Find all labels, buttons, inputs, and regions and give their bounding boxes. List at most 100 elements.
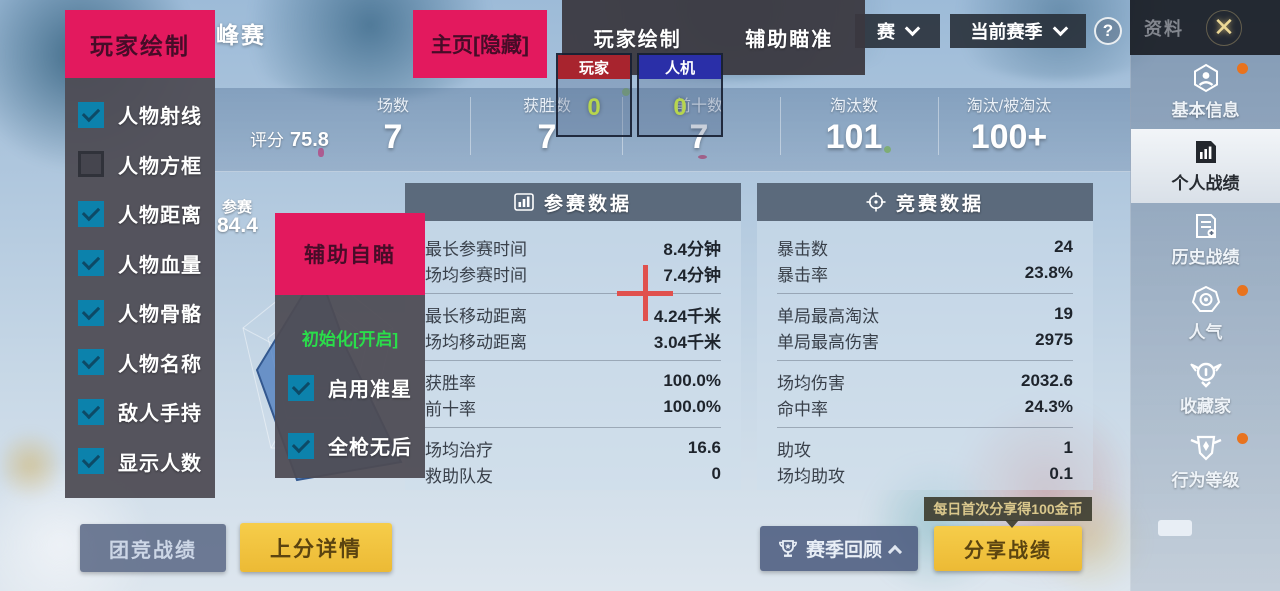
sidebar-item-personal-stats[interactable]: 个人战绩 — [1131, 129, 1280, 203]
notification-dot — [1237, 63, 1248, 74]
overlay-home-button[interactable]: 主页[隐藏] — [413, 10, 547, 78]
player-draw-panel: 人物射线 人物方框 人物距离 人物血量 人物骨骼 人物名称 敌人手持 显示人数 — [65, 78, 215, 498]
home-button-label: 主页[隐藏] — [431, 34, 529, 57]
checkbox[interactable] — [288, 432, 314, 459]
stat-value: 7 — [383, 118, 403, 156]
season-review-button[interactable]: 赛季回顾 — [760, 526, 918, 571]
option-esp-count[interactable]: 显示人数 — [65, 447, 215, 476]
notification-dot — [1237, 285, 1248, 296]
row-value: 24.3% — [1024, 397, 1073, 416]
row-label: 助攻 — [777, 440, 811, 460]
row-label: 最长参赛时间 — [425, 239, 527, 259]
row-value: 19 — [1054, 304, 1073, 323]
checkbox[interactable] — [288, 374, 314, 401]
sidebar-item-conduct[interactable]: 行为等级 — [1131, 425, 1280, 499]
checkbox[interactable] — [78, 101, 104, 128]
row-label: 场均移动距离 — [425, 332, 527, 352]
stat-row: 暴击率 23.8% — [777, 260, 1073, 286]
share-stats-button[interactable]: 分享战绩 — [934, 526, 1082, 571]
stat-group: 场均伤害 2032.6 命中率 24.3% — [777, 360, 1073, 427]
checkbox[interactable] — [78, 349, 104, 376]
option-no-recoil[interactable]: 全枪无后 — [275, 431, 412, 460]
option-esp-lines[interactable]: 人物射线 — [65, 100, 215, 129]
stat-value: 7 — [537, 118, 557, 156]
option-enable-crosshair[interactable]: 启用准星 — [275, 373, 412, 402]
history-doc-icon — [1195, 214, 1216, 238]
sidebar-item-basic-info[interactable]: 基本信息 — [1131, 55, 1280, 129]
option-esp-box[interactable]: 人物方框 — [65, 150, 215, 179]
sidebar-item-popularity[interactable]: 人气 — [1131, 277, 1280, 351]
option-label: 人物射线 — [118, 106, 202, 129]
rankup-details-button[interactable]: 上分详情 — [240, 523, 392, 572]
row-value: 100.0% — [663, 397, 721, 416]
stat-row: 获胜率 100.0% — [425, 368, 721, 394]
stat-row: 场均治疗 16.6 — [425, 435, 721, 461]
row-label: 单局最高伤害 — [777, 332, 879, 352]
init-status[interactable]: 初始化[开启] — [301, 330, 399, 349]
tab-label: 辅助瞄准 — [745, 29, 834, 51]
close-button[interactable]: ✕ — [1206, 9, 1242, 46]
counter-value: 0 — [673, 94, 687, 121]
row-label: 前十率 — [425, 399, 476, 419]
row-value: 2032.6 — [1021, 371, 1073, 390]
team-stats-button[interactable]: 团竞战绩 — [80, 524, 226, 572]
stat-row: 助攻 1 — [777, 435, 1073, 461]
sidebar-item-history[interactable]: 历史战绩 — [1131, 203, 1280, 277]
stat-row: 命中率 24.3% — [777, 394, 1073, 420]
team-stats-label: 团竞战绩 — [109, 539, 197, 562]
stat-row: 最长移动距离 4.24千米 — [425, 301, 721, 327]
row-value: 8.4分钟 — [663, 239, 721, 259]
row-value: 100.0% — [663, 371, 721, 390]
stat-row: 前十率 100.0% — [425, 394, 721, 420]
row-value: 2975 — [1035, 330, 1073, 349]
option-esp-skeleton[interactable]: 人物骨骼 — [65, 298, 215, 327]
rating-value: 75.8 — [290, 129, 329, 151]
crosshair-icon — [866, 192, 886, 212]
sidebar-item-label: 收藏家 — [1180, 397, 1231, 416]
aim-assist-panel-header[interactable]: 辅助自瞄 — [275, 213, 425, 295]
radar-axis-value: 84.4 — [217, 214, 258, 237]
row-value: 0.1 — [1049, 464, 1073, 483]
option-esp-health[interactable]: 人物血量 — [65, 249, 215, 278]
tab-label: 玩家绘制 — [593, 29, 682, 51]
checkbox[interactable] — [78, 398, 104, 425]
bot-counter[interactable]: 人机 0 — [637, 53, 723, 137]
tab-player-draw[interactable]: 玩家绘制 — [562, 23, 714, 52]
chevron-down-icon — [1052, 20, 1068, 37]
row-value: 16.6 — [687, 438, 721, 457]
option-label: 显示人数 — [118, 452, 202, 475]
rating: 评分 75.8 — [250, 126, 329, 152]
stat-row: 暴击数 24 — [777, 234, 1073, 260]
panel-body: 最长参赛时间 8.4分钟 场均参赛时间 7.4分钟 最长移动距离 4.24千米 场均移… — [405, 221, 741, 490]
option-esp-weapon[interactable]: 敌人手持 — [65, 397, 215, 426]
close-icon: ✕ — [1213, 12, 1235, 42]
stat-row: 最长参赛时间 8.4分钟 — [425, 234, 721, 260]
mode-dropdown[interactable]: 赛 — [855, 14, 940, 48]
help-icon: ? — [1102, 21, 1114, 40]
aim-assist-title: 辅助自瞄 — [304, 244, 396, 267]
checkbox[interactable] — [78, 250, 104, 277]
player-draw-panel-header[interactable]: 玩家绘制 — [65, 10, 215, 78]
player-counter[interactable]: 玩家 0 — [556, 53, 632, 137]
more-indicator-icon[interactable] — [1158, 520, 1192, 536]
option-esp-name[interactable]: 人物名称 — [65, 348, 215, 377]
season-dropdown[interactable]: 当前赛季 — [950, 14, 1086, 48]
checkbox[interactable] — [78, 151, 104, 178]
checkbox[interactable] — [78, 299, 104, 326]
sidebar-item-collector[interactable]: 收藏家 — [1131, 351, 1280, 425]
stat-row: 场均移动距离 3.04千米 — [425, 327, 721, 353]
checkbox[interactable] — [78, 448, 104, 474]
option-label: 启用准星 — [328, 379, 412, 401]
collector-medal-icon — [1189, 362, 1222, 388]
tab-aim-assist[interactable]: 辅助瞄准 — [714, 23, 866, 52]
row-label: 场均伤害 — [777, 373, 845, 393]
option-esp-distance[interactable]: 人物距离 — [65, 199, 215, 228]
stat-label: 前十数 — [674, 98, 723, 115]
radar-axis-label: 参赛 — [222, 199, 253, 216]
divider — [938, 97, 939, 155]
checkbox[interactable] — [78, 200, 104, 227]
help-button[interactable]: ? — [1094, 17, 1122, 45]
row-value: 1 — [1063, 438, 1073, 457]
chevron-down-icon — [904, 20, 921, 37]
option-label: 敌人手持 — [118, 403, 202, 426]
